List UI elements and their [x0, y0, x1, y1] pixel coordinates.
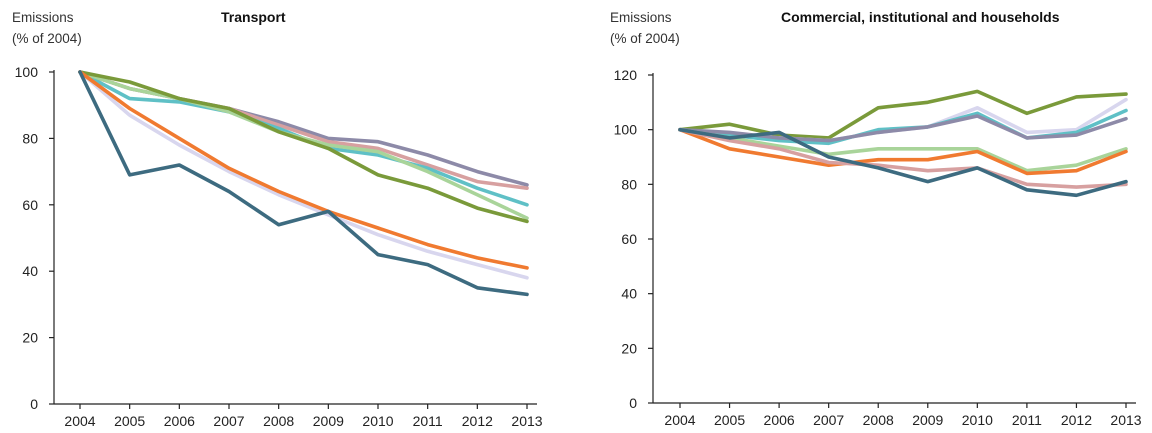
x-tick-label: 2005: [114, 413, 145, 429]
y-tick-label: 80: [22, 130, 38, 146]
y-tick-label: 60: [22, 197, 38, 213]
y-tick-label: 40: [621, 286, 637, 302]
chart-commercial: Emissions (% of 2004) Commercial, instit…: [610, 9, 1142, 428]
x-tick-label: 2005: [714, 412, 745, 428]
x-tick-label: 2013: [511, 413, 542, 429]
x-tick-label: 2004: [664, 412, 695, 428]
y-axis-label-line1: Emissions: [12, 10, 74, 25]
series-line-1: [678, 89, 1128, 140]
series-line-6: [678, 127, 1128, 176]
y-tick-label: 120: [614, 67, 638, 83]
x-tick-label: 2009: [912, 412, 943, 428]
x-tick-label: 2009: [313, 413, 344, 429]
x-tick-label: 2004: [64, 413, 95, 429]
y-tick-label: 0: [30, 396, 38, 412]
series-line-5: [78, 70, 529, 224]
x-tick-label: 2013: [1110, 412, 1141, 428]
x-tick-label: 2008: [263, 413, 294, 429]
y-axis-label-line2: (% of 2004): [12, 31, 82, 46]
chart-transport: Emissions (% of 2004) Transport 0 20 40 60 8…: [12, 9, 543, 429]
y-tick-label: 20: [22, 330, 38, 346]
y-tick-label: 100: [614, 122, 638, 138]
y-tick-label: 0: [629, 395, 637, 411]
plot-area-commercial: 0 20 40 60 80 100 120 2004 2005 2006 2007 2008 2009 2…: [614, 67, 1142, 428]
chart-title: Transport: [221, 9, 286, 25]
series-line-6: [78, 70, 529, 280]
x-tick-label: 2011: [413, 413, 443, 429]
y-tick-label: 60: [621, 231, 637, 247]
x-tick-label: 2010: [362, 413, 393, 429]
y-tick-label: 40: [22, 263, 38, 279]
y-tick-label: 80: [621, 176, 637, 192]
y-tick-label: 100: [15, 64, 39, 80]
series-line-5: [678, 127, 1128, 173]
chart-title: Commercial, institutional and households: [781, 9, 1060, 25]
y-tick-label: 20: [621, 340, 637, 356]
x-tick-label: 2012: [462, 413, 493, 429]
x-tick-label: 2006: [164, 413, 195, 429]
x-tick-label: 2007: [213, 413, 244, 429]
x-tick-label: 2011: [1012, 412, 1042, 428]
x-tick-label: 2012: [1061, 412, 1092, 428]
x-tick-label: 2010: [962, 412, 993, 428]
x-tick-label: 2006: [764, 412, 795, 428]
series-line-7: [78, 70, 529, 270]
x-tick-label: 2008: [863, 412, 894, 428]
x-tick-label: 2007: [813, 412, 844, 428]
y-axis-label-line2: (% of 2004): [610, 31, 680, 46]
series-line-4: [78, 70, 529, 220]
series-line-8: [78, 70, 529, 297]
y-axis-label-line1: Emissions: [610, 10, 672, 25]
plot-area-transport: 0 20 40 60 80 100 2004 2005 2006 2007 2008 2009 2010…: [15, 64, 543, 429]
series-line-8: [678, 127, 1128, 198]
series-line-7: [678, 127, 1128, 189]
